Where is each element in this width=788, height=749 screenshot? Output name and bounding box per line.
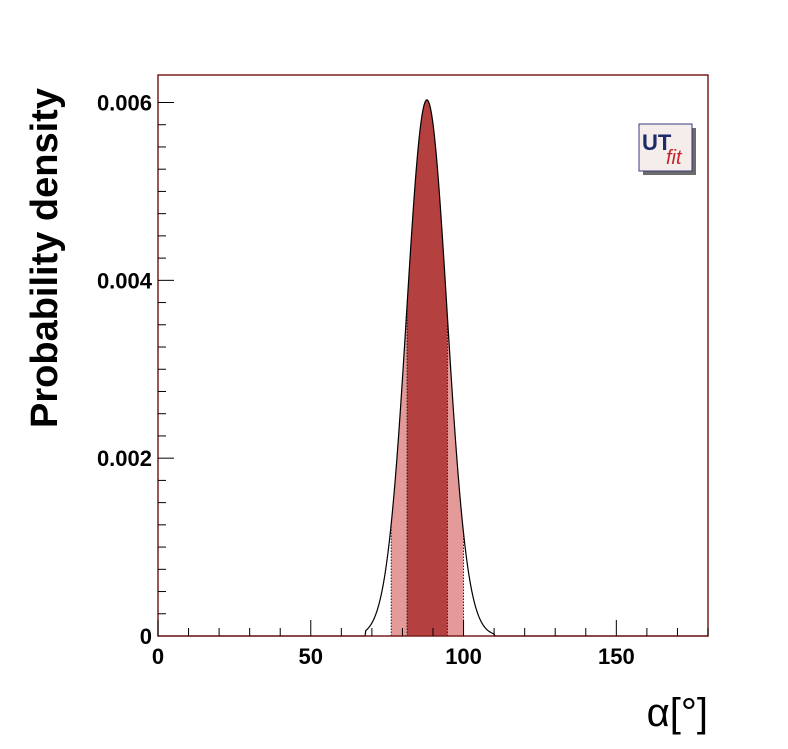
x-axis-label: α[°] [647, 691, 708, 735]
y-tick-label: 0.004 [97, 268, 153, 293]
y-tick-label: 0 [140, 624, 152, 649]
x-tick-label: 100 [445, 644, 482, 669]
x-axis-ticks: 0 50 100 150 [152, 620, 709, 669]
interval-region-2 [407, 99, 448, 636]
y-axis-label: Probability density [24, 88, 66, 428]
y-axis-ticks: 0 0.002 0.004 0.006 [97, 91, 174, 649]
x-tick-label: 50 [299, 644, 323, 669]
y-tick-label: 0.002 [97, 446, 152, 471]
logo-fit-text: fit [666, 147, 683, 169]
interval-boundaries [390, 305, 464, 636]
x-tick-label: 150 [598, 644, 635, 669]
utfit-logo: UT fit [638, 123, 696, 175]
y-tick-label: 0.006 [97, 91, 152, 116]
x-tick-label: 0 [152, 644, 164, 669]
credible-intervals [391, 99, 464, 636]
logo-ut-text: UT [642, 130, 672, 155]
